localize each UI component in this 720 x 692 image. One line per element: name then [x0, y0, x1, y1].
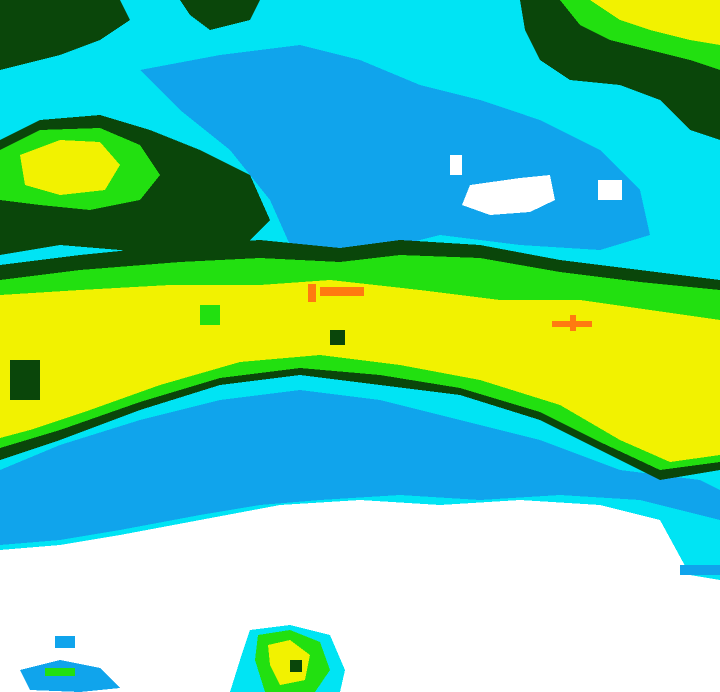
yellow-region — [590, 0, 720, 45]
dark-green-patch — [290, 660, 302, 672]
yellow-region — [20, 140, 120, 195]
yellow-region — [0, 280, 720, 462]
green-patch — [200, 305, 220, 325]
dark-green-region — [180, 0, 260, 30]
yellow-island — [268, 640, 310, 685]
orange-spot — [320, 287, 364, 296]
dark-green-patch — [330, 330, 345, 345]
blue-island — [55, 636, 75, 648]
blue-island — [680, 565, 720, 575]
orange-spot — [570, 315, 576, 331]
white-gap — [462, 175, 555, 215]
blue-band — [0, 390, 720, 545]
orange-spot — [308, 284, 316, 302]
dark-green-region — [0, 0, 130, 70]
green-island — [45, 668, 75, 676]
white-gap — [598, 180, 622, 200]
dark-green-patch — [10, 360, 40, 400]
white-gap — [450, 155, 462, 175]
